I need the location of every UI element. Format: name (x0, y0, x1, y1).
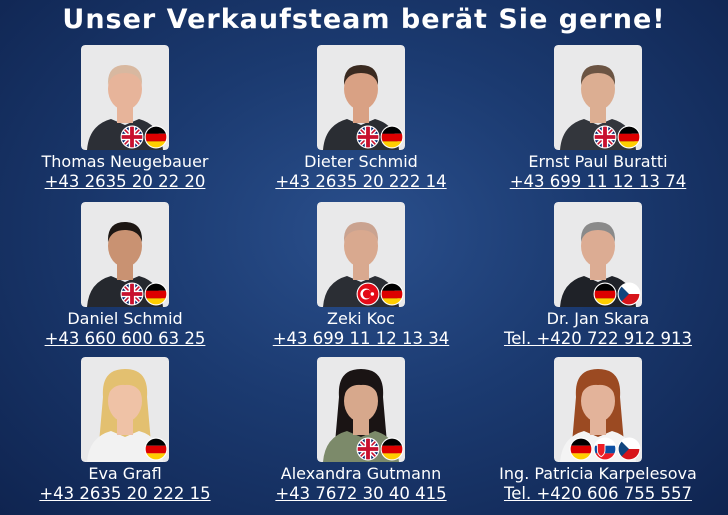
title: Unser Verkaufsteam berät Sie gerne! (62, 4, 666, 35)
member-phone[interactable]: +43 2635 20 22 20 (44, 172, 206, 191)
face (581, 68, 615, 110)
team-card: Eva Grafl +43 2635 20 222 15 (5, 357, 245, 504)
member-phone[interactable]: +43 2635 20 222 15 (39, 484, 211, 503)
team-card: Ing. Patricia Karpelesova Tel. +420 606 7… (478, 357, 718, 504)
member-name: Thomas Neugebauer (41, 152, 209, 171)
neck (353, 105, 369, 123)
face (581, 225, 615, 267)
face (108, 225, 142, 267)
fringe (344, 378, 378, 395)
neck (117, 417, 133, 435)
hair (107, 65, 143, 85)
team-card: Ernst Paul Buratti +43 699 11 12 13 74 (478, 45, 718, 192)
team-card: Dieter Schmid +43 2635 20 222 14 (241, 45, 481, 192)
face (344, 225, 378, 267)
member-phone[interactable]: Tel. +420 606 755 557 (503, 484, 693, 503)
member-phone[interactable]: +43 7672 30 40 415 (275, 484, 447, 503)
portrait (554, 45, 642, 150)
portrait (81, 357, 169, 462)
team-card: Dr. Jan Skara Tel. +420 722 912 913 (478, 202, 718, 349)
member-phone[interactable]: +43 2635 20 222 14 (275, 172, 447, 191)
team-card: Zeki Koc +43 699 11 12 13 34 (241, 202, 481, 349)
hair (580, 222, 616, 242)
member-name: Dr. Jan Skara (546, 309, 650, 328)
member-phone[interactable]: +43 699 11 12 13 74 (509, 172, 687, 191)
portrait (81, 202, 169, 307)
neck (117, 262, 133, 280)
face (108, 68, 142, 110)
neck (590, 417, 606, 435)
neck (353, 262, 369, 280)
member-name: Ing. Patricia Karpelesova (499, 464, 697, 483)
hair (343, 222, 379, 242)
fringe (581, 378, 615, 395)
face (581, 380, 615, 422)
face (108, 380, 142, 422)
neck (353, 417, 369, 435)
member-name: Dieter Schmid (304, 152, 418, 171)
portrait (317, 357, 405, 462)
member-name: Alexandra Gutmann (280, 464, 442, 483)
fringe (108, 378, 142, 395)
neck (590, 105, 606, 123)
portrait (554, 357, 642, 462)
portrait (317, 202, 405, 307)
shoulders (87, 431, 163, 462)
team-card: Thomas Neugebauer +43 2635 20 22 20 (5, 45, 245, 192)
portrait (81, 45, 169, 150)
team-card: Alexandra Gutmann +43 7672 30 40 415 (241, 357, 481, 504)
team-card: Daniel Schmid +43 660 600 63 25 (5, 202, 245, 349)
neck (117, 105, 133, 123)
portrait (554, 202, 642, 307)
hair (580, 65, 616, 85)
member-phone[interactable]: +43 660 600 63 25 (44, 329, 206, 348)
member-phone[interactable]: Tel. +420 722 912 913 (503, 329, 693, 348)
hair (343, 65, 379, 85)
face (344, 380, 378, 422)
member-name: Eva Grafl (88, 464, 162, 483)
member-name: Daniel Schmid (67, 309, 183, 328)
member-name: Ernst Paul Buratti (528, 152, 668, 171)
member-name: Zeki Koc (327, 309, 395, 328)
hair (107, 222, 143, 242)
member-phone[interactable]: +43 699 11 12 13 34 (272, 329, 450, 348)
face (344, 68, 378, 110)
portrait (317, 45, 405, 150)
neck (590, 262, 606, 280)
